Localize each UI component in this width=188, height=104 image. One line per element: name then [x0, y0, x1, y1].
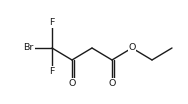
Text: F: F [49, 67, 55, 76]
Text: O: O [68, 79, 76, 88]
Text: Br: Br [24, 43, 34, 53]
Text: O: O [108, 79, 116, 88]
Text: F: F [49, 18, 55, 27]
Text: O: O [128, 43, 136, 53]
